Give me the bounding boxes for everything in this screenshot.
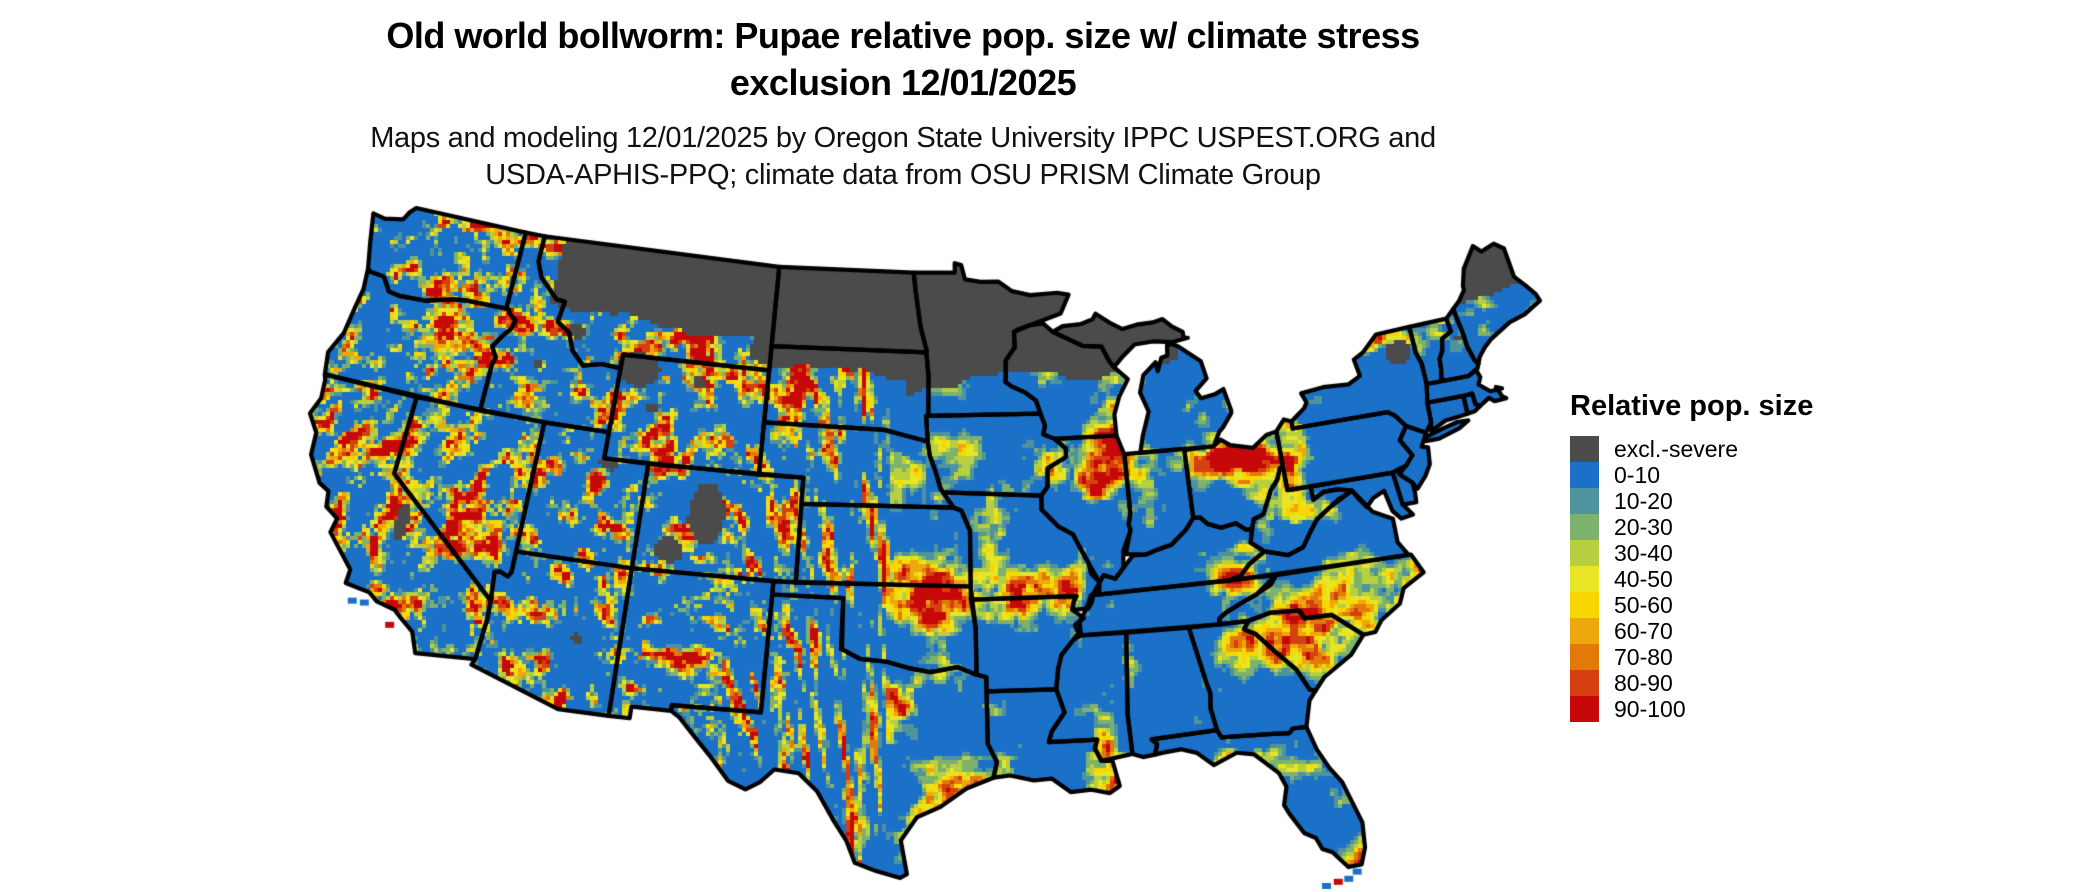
legend-swatch: [1570, 592, 1599, 618]
legend-row: 90-100: [1570, 696, 2050, 722]
legend-row: 40-50: [1570, 566, 2050, 592]
legend-swatch: [1570, 644, 1599, 670]
legend-row: excl.-severe: [1570, 436, 2050, 462]
legend-label: 0-10: [1614, 461, 1661, 488]
legend-swatch: [1570, 436, 1599, 462]
legend-swatch: [1570, 696, 1599, 722]
page-title: Old world bollworm: Pupae relative pop. …: [153, 12, 1653, 106]
legend-row: 20-30: [1570, 514, 2050, 540]
legend-label: 60-70: [1614, 617, 1673, 644]
legend-swatch: [1570, 540, 1599, 566]
legend-title: Relative pop. size: [1570, 390, 1814, 422]
page-subtitle: Maps and modeling 12/01/2025 by Oregon S…: [153, 120, 1653, 194]
legend-label: 30-40: [1614, 539, 1673, 566]
legend-rows: excl.-severe 0-10 10-20 20-30 30-40 40-50 50-6…: [1570, 436, 2050, 722]
legend-label: 90-100: [1614, 695, 1686, 722]
legend-swatch: [1570, 462, 1599, 488]
legend-label: 20-30: [1614, 513, 1673, 540]
legend-swatch: [1570, 566, 1599, 592]
legend-swatch: [1570, 488, 1599, 514]
legend-row: 0-10: [1570, 462, 2050, 488]
legend-row: 50-60: [1570, 592, 2050, 618]
legend-label: 70-80: [1614, 643, 1673, 670]
legend-row: 80-90: [1570, 670, 2050, 696]
legend-row: 30-40: [1570, 540, 2050, 566]
legend-label: 10-20: [1614, 487, 1673, 514]
legend-swatch: [1570, 618, 1599, 644]
legend-swatch: [1570, 514, 1599, 540]
legend-row: 10-20: [1570, 488, 2050, 514]
legend: Relative pop. size excl.-severe 0-10 10-20…: [1570, 390, 2050, 722]
legend-row: 70-80: [1570, 644, 2050, 670]
legend-label: 40-50: [1614, 565, 1673, 592]
title-line-2: exclusion 12/01/2025: [729, 62, 1077, 103]
legend-swatch: [1570, 670, 1599, 696]
legend-row: 60-70: [1570, 618, 2050, 644]
legend-label: 80-90: [1614, 669, 1673, 696]
title-line-1: Old world bollworm: Pupae relative pop. …: [386, 15, 1420, 56]
subtitle-line-1: Maps and modeling 12/01/2025 by Oregon S…: [370, 122, 1436, 154]
legend-label: excl.-severe: [1614, 435, 1738, 462]
legend-label: 50-60: [1614, 591, 1673, 618]
us-map-canvas: [306, 204, 1544, 890]
subtitle-line-2: USDA-APHIS-PPQ; climate data from OSU PR…: [485, 159, 1321, 191]
